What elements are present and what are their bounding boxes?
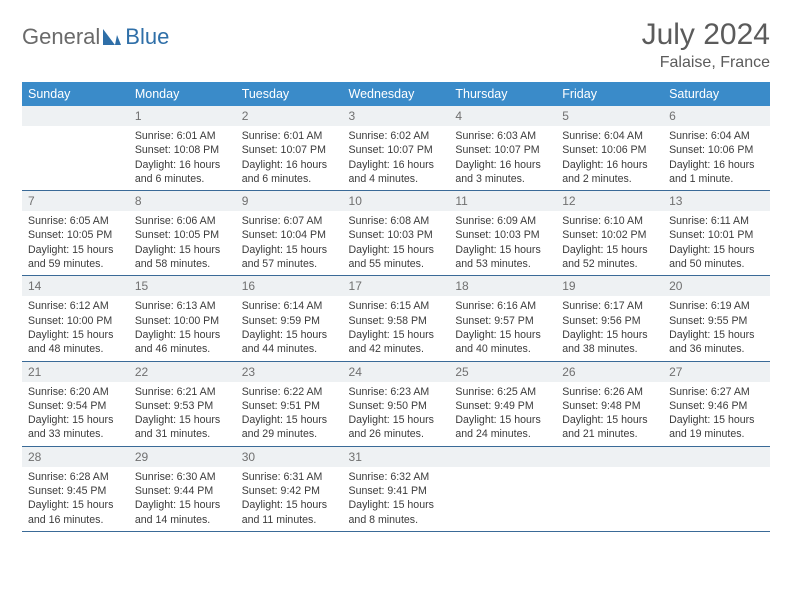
day-number: 11 (449, 191, 556, 212)
day-number: 2 (236, 106, 343, 126)
day-number: 5 (556, 106, 663, 126)
daynum-row: 123456 (22, 106, 770, 126)
day-number: 1 (129, 106, 236, 126)
day-cell: Sunrise: 6:04 AMSunset: 10:06 PMDaylight… (663, 126, 770, 191)
day-cell: Sunrise: 6:31 AMSunset: 9:42 PMDaylight:… (236, 467, 343, 532)
content-row: Sunrise: 6:05 AMSunset: 10:05 PMDaylight… (22, 211, 770, 276)
day-cell: Sunrise: 6:12 AMSunset: 10:00 PMDaylight… (22, 296, 129, 361)
day-number: 26 (556, 361, 663, 382)
day-number: 12 (556, 191, 663, 212)
day-cell: Sunrise: 6:02 AMSunset: 10:07 PMDaylight… (343, 126, 450, 191)
day-number: 13 (663, 191, 770, 212)
day-number: 8 (129, 191, 236, 212)
brand-text-1: General (22, 24, 100, 50)
weekday-header: Sunday (22, 82, 129, 106)
content-row: Sunrise: 6:20 AMSunset: 9:54 PMDaylight:… (22, 382, 770, 447)
header: General Blue July 2024 Falaise, France (22, 18, 770, 72)
day-cell: Sunrise: 6:32 AMSunset: 9:41 PMDaylight:… (343, 467, 450, 532)
day-cell: Sunrise: 6:26 AMSunset: 9:48 PMDaylight:… (556, 382, 663, 447)
day-cell: Sunrise: 6:27 AMSunset: 9:46 PMDaylight:… (663, 382, 770, 447)
day-cell (556, 467, 663, 532)
day-cell: Sunrise: 6:22 AMSunset: 9:51 PMDaylight:… (236, 382, 343, 447)
day-cell (663, 467, 770, 532)
day-cell: Sunrise: 6:25 AMSunset: 9:49 PMDaylight:… (449, 382, 556, 447)
calendar-table: Sunday Monday Tuesday Wednesday Thursday… (22, 82, 770, 532)
day-cell: Sunrise: 6:08 AMSunset: 10:03 PMDaylight… (343, 211, 450, 276)
calendar-page: General Blue July 2024 Falaise, France S… (0, 0, 792, 542)
day-number: 16 (236, 276, 343, 297)
day-cell: Sunrise: 6:15 AMSunset: 9:58 PMDaylight:… (343, 296, 450, 361)
day-number: 10 (343, 191, 450, 212)
weekday-header: Saturday (663, 82, 770, 106)
day-cell: Sunrise: 6:11 AMSunset: 10:01 PMDaylight… (663, 211, 770, 276)
day-cell: Sunrise: 6:16 AMSunset: 9:57 PMDaylight:… (449, 296, 556, 361)
weekday-header: Wednesday (343, 82, 450, 106)
day-number (556, 446, 663, 467)
day-cell: Sunrise: 6:10 AMSunset: 10:02 PMDaylight… (556, 211, 663, 276)
day-number: 6 (663, 106, 770, 126)
weekday-header: Friday (556, 82, 663, 106)
day-cell: Sunrise: 6:14 AMSunset: 9:59 PMDaylight:… (236, 296, 343, 361)
daynum-row: 21222324252627 (22, 361, 770, 382)
day-cell: Sunrise: 6:21 AMSunset: 9:53 PMDaylight:… (129, 382, 236, 447)
day-number: 19 (556, 276, 663, 297)
location-subtitle: Falaise, France (642, 54, 770, 72)
content-row: Sunrise: 6:01 AMSunset: 10:08 PMDaylight… (22, 126, 770, 191)
sail-icon (101, 27, 123, 47)
day-number: 28 (22, 446, 129, 467)
daynum-row: 14151617181920 (22, 276, 770, 297)
day-cell: Sunrise: 6:07 AMSunset: 10:04 PMDaylight… (236, 211, 343, 276)
day-cell: Sunrise: 6:13 AMSunset: 10:00 PMDaylight… (129, 296, 236, 361)
content-row: Sunrise: 6:28 AMSunset: 9:45 PMDaylight:… (22, 467, 770, 532)
day-number: 3 (343, 106, 450, 126)
calendar-body: 123456 Sunrise: 6:01 AMSunset: 10:08 PMD… (22, 106, 770, 531)
day-cell: Sunrise: 6:23 AMSunset: 9:50 PMDaylight:… (343, 382, 450, 447)
day-cell: Sunrise: 6:17 AMSunset: 9:56 PMDaylight:… (556, 296, 663, 361)
day-number (449, 446, 556, 467)
day-number: 31 (343, 446, 450, 467)
day-cell (449, 467, 556, 532)
day-number: 14 (22, 276, 129, 297)
weekday-header: Monday (129, 82, 236, 106)
weekday-header: Thursday (449, 82, 556, 106)
day-cell: Sunrise: 6:09 AMSunset: 10:03 PMDaylight… (449, 211, 556, 276)
day-number: 21 (22, 361, 129, 382)
day-cell: Sunrise: 6:01 AMSunset: 10:08 PMDaylight… (129, 126, 236, 191)
day-cell: Sunrise: 6:03 AMSunset: 10:07 PMDaylight… (449, 126, 556, 191)
title-block: July 2024 Falaise, France (642, 18, 770, 72)
day-number: 18 (449, 276, 556, 297)
day-cell: Sunrise: 6:01 AMSunset: 10:07 PMDaylight… (236, 126, 343, 191)
day-number: 29 (129, 446, 236, 467)
daynum-row: 78910111213 (22, 191, 770, 212)
day-cell: Sunrise: 6:06 AMSunset: 10:05 PMDaylight… (129, 211, 236, 276)
day-number: 20 (663, 276, 770, 297)
day-number (663, 446, 770, 467)
day-number: 24 (343, 361, 450, 382)
weekday-header-row: Sunday Monday Tuesday Wednesday Thursday… (22, 82, 770, 106)
day-cell: Sunrise: 6:19 AMSunset: 9:55 PMDaylight:… (663, 296, 770, 361)
day-number: 9 (236, 191, 343, 212)
month-title: July 2024 (642, 18, 770, 52)
day-number: 30 (236, 446, 343, 467)
brand-text-2: Blue (125, 24, 169, 50)
day-cell: Sunrise: 6:05 AMSunset: 10:05 PMDaylight… (22, 211, 129, 276)
day-number: 15 (129, 276, 236, 297)
day-number: 4 (449, 106, 556, 126)
day-cell: Sunrise: 6:20 AMSunset: 9:54 PMDaylight:… (22, 382, 129, 447)
day-cell: Sunrise: 6:04 AMSunset: 10:06 PMDaylight… (556, 126, 663, 191)
brand-logo: General Blue (22, 18, 169, 50)
weekday-header: Tuesday (236, 82, 343, 106)
day-cell: Sunrise: 6:30 AMSunset: 9:44 PMDaylight:… (129, 467, 236, 532)
day-number: 17 (343, 276, 450, 297)
day-cell: Sunrise: 6:28 AMSunset: 9:45 PMDaylight:… (22, 467, 129, 532)
content-row: Sunrise: 6:12 AMSunset: 10:00 PMDaylight… (22, 296, 770, 361)
daynum-row: 28293031 (22, 446, 770, 467)
day-number: 23 (236, 361, 343, 382)
day-cell (22, 126, 129, 191)
day-number: 7 (22, 191, 129, 212)
day-number: 27 (663, 361, 770, 382)
day-number (22, 106, 129, 126)
day-number: 22 (129, 361, 236, 382)
day-number: 25 (449, 361, 556, 382)
